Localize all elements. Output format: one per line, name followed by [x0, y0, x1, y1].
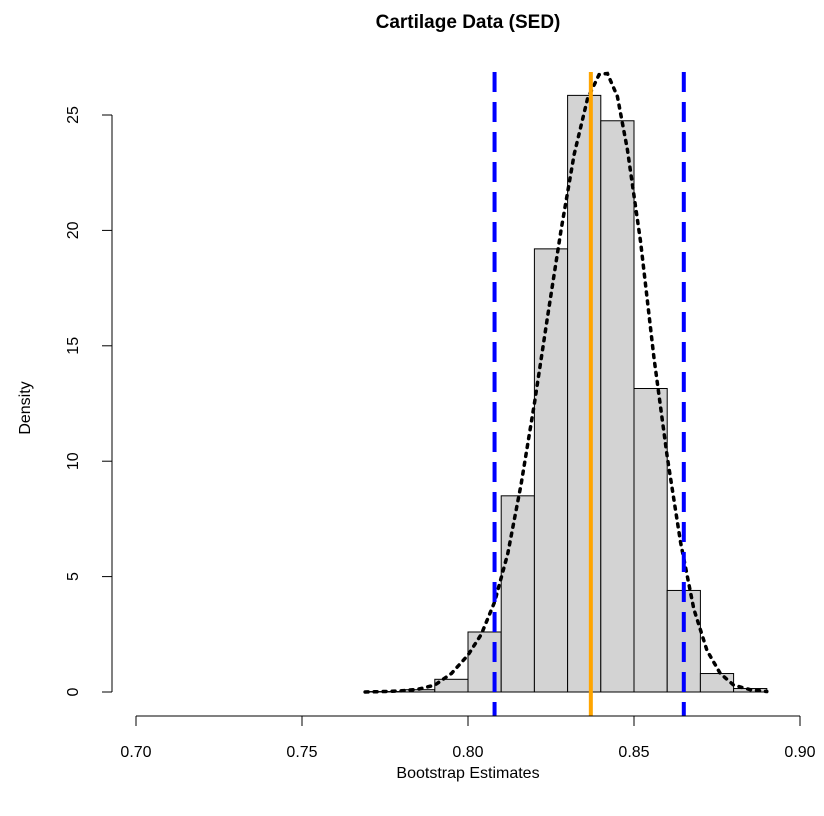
y-tick-label-2: 10 [65, 452, 82, 470]
y-tick-label-4: 20 [65, 221, 82, 239]
chart-title: Cartilage Data (SED) [376, 12, 561, 33]
x-tick-label-2: 0.80 [452, 744, 483, 761]
histogram-bar-10 [699, 673, 735, 693]
histogram-bar-4 [500, 495, 535, 693]
histogram-bar-5 [533, 248, 569, 693]
x-tick-label-3: 0.85 [618, 744, 649, 761]
y-tick-label-0: 0 [65, 687, 82, 696]
x-tick-label-4: 0.90 [784, 744, 815, 761]
reference-lines [492, 72, 686, 716]
histogram-bars [367, 94, 768, 693]
x-axis-label: Bootstrap Estimates [396, 765, 539, 782]
y-tick-label-5: 25 [65, 106, 82, 124]
y-axis-label: Density [17, 381, 34, 434]
y-tick-label-1: 5 [65, 572, 82, 581]
density-curve [363, 71, 769, 694]
histogram-bar-7 [600, 120, 635, 693]
x-tick-label-1: 0.75 [286, 744, 317, 761]
y-tick-label-3: 15 [65, 337, 82, 355]
y-axis: 0 5 10 15 20 25 [65, 106, 113, 696]
x-tick-label-0: 0.70 [120, 744, 151, 761]
histogram-bar-8 [633, 387, 668, 693]
density-curve-group [363, 71, 769, 694]
x-axis: 0.70 0.75 0.80 0.85 0.90 [120, 715, 816, 761]
histogram-bar-6 [567, 94, 602, 693]
